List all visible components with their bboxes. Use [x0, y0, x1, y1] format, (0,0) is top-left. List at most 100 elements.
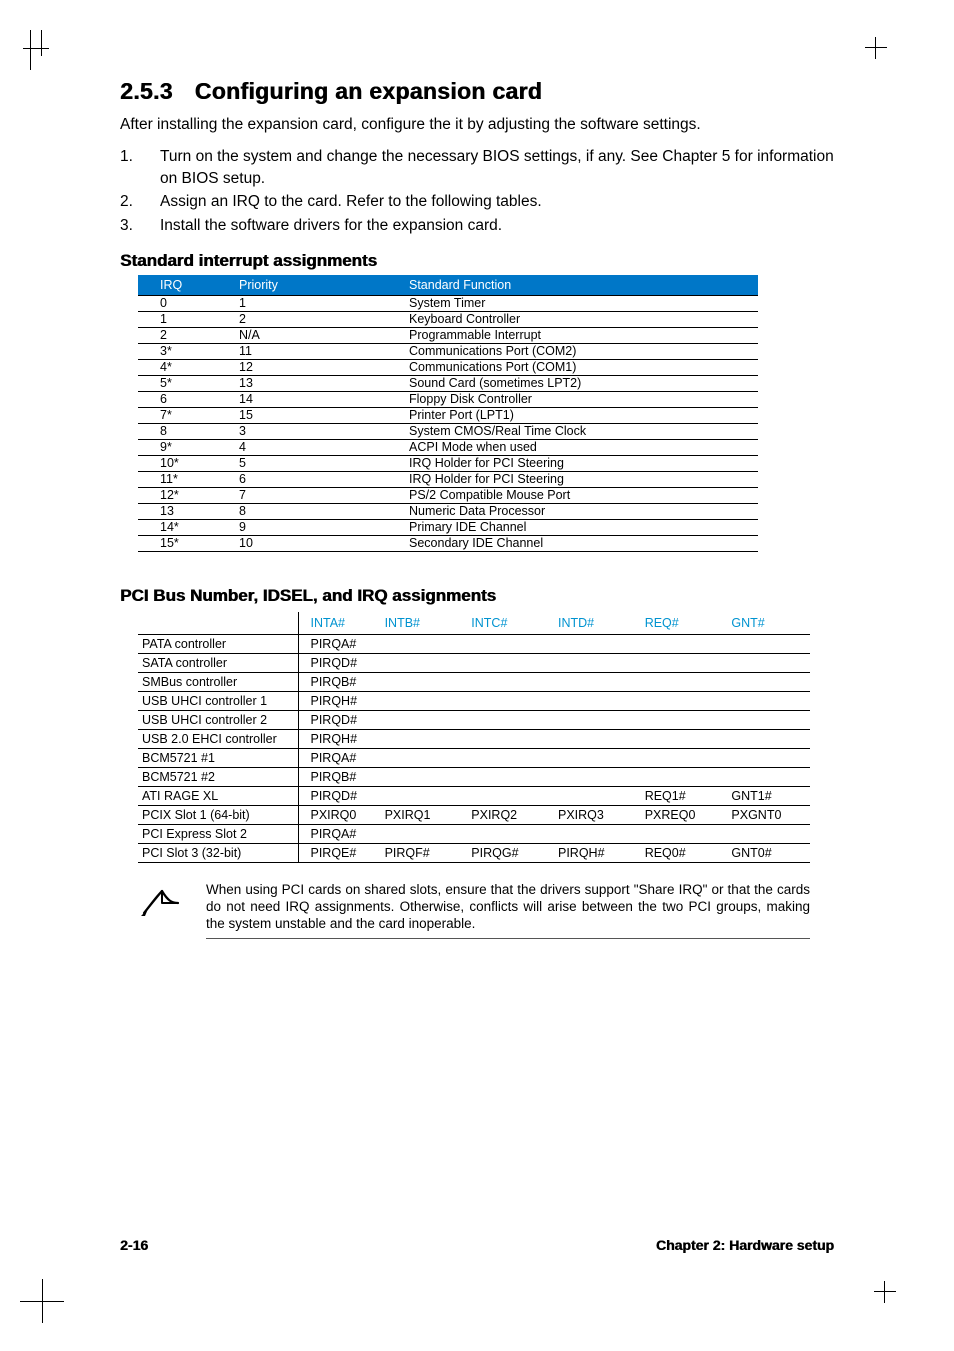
- irq-header-cell: IRQ: [138, 275, 233, 296]
- table-row: 4*12Communications Port (COM1): [138, 359, 758, 375]
- pci-header-cell: INTB#: [381, 612, 468, 635]
- pci-cell: PIRQD#: [298, 786, 381, 805]
- irq-cell: 4*: [138, 359, 233, 375]
- pci-cell: [641, 767, 728, 786]
- irq-table: IRQPriorityStandard Function 01System Ti…: [138, 275, 758, 552]
- pci-cell: [641, 824, 728, 843]
- irq-cell: 0: [138, 295, 233, 311]
- pci-cell: [381, 786, 468, 805]
- pci-cell: [467, 672, 554, 691]
- pci-cell: PIRQA#: [298, 634, 381, 653]
- irq-cell: 10: [233, 535, 403, 551]
- pci-cell: PXIRQ1: [381, 805, 468, 824]
- pci-cell: [467, 767, 554, 786]
- table-row: BCM5721 #2PIRQB#: [138, 767, 810, 786]
- irq-cell: 14: [233, 391, 403, 407]
- pci-cell: [467, 710, 554, 729]
- pci-cell: [554, 748, 641, 767]
- pci-cell: PIRQH#: [298, 729, 381, 748]
- pci-cell: [381, 767, 468, 786]
- irq-cell: 11*: [138, 471, 233, 487]
- irq-cell: PS/2 Compatible Mouse Port: [403, 487, 758, 503]
- step-text: Install the software drivers for the exp…: [160, 215, 834, 237]
- irq-cell: Floppy Disk Controller: [403, 391, 758, 407]
- pci-cell: [641, 672, 728, 691]
- irq-cell: Printer Port (LPT1): [403, 407, 758, 423]
- pci-header-cell: [138, 612, 298, 635]
- pci-cell: [467, 786, 554, 805]
- irq-cell: 1: [138, 311, 233, 327]
- pci-cell: PIRQF#: [381, 843, 468, 862]
- irq-cell: 11: [233, 343, 403, 359]
- pci-cell: GNT1#: [727, 786, 810, 805]
- pci-cell: [554, 786, 641, 805]
- intro-paragraph: After installing the expansion card, con…: [120, 115, 834, 136]
- step-number: 2.: [120, 191, 160, 213]
- pci-cell: PXIRQ0: [298, 805, 381, 824]
- table-row: USB 2.0 EHCI controllerPIRQH#: [138, 729, 810, 748]
- irq-cell: IRQ Holder for PCI Steering: [403, 471, 758, 487]
- pci-cell: [641, 710, 728, 729]
- step-item: 1.Turn on the system and change the nece…: [120, 146, 834, 189]
- pci-header-cell: INTD#: [554, 612, 641, 635]
- pci-cell: PXIRQ2: [467, 805, 554, 824]
- pci-cell: PXGNT0: [727, 805, 810, 824]
- irq-cell: 14*: [138, 519, 233, 535]
- pci-cell: PCI Express Slot 2: [138, 824, 298, 843]
- pci-cell: [727, 729, 810, 748]
- irq-cell: 1: [233, 295, 403, 311]
- pci-cell: ATI RAGE XL: [138, 786, 298, 805]
- pci-cell: [554, 672, 641, 691]
- irq-cell: 13: [233, 375, 403, 391]
- pci-cell: [554, 634, 641, 653]
- table-row: 14*9Primary IDE Channel: [138, 519, 758, 535]
- table-row: ATI RAGE XLPIRQD# REQ1#GNT1#: [138, 786, 810, 805]
- pci-cell: PIRQH#: [298, 691, 381, 710]
- pci-cell: PIRQE#: [298, 843, 381, 862]
- pci-cell: [381, 691, 468, 710]
- table-row: 12*7PS/2 Compatible Mouse Port: [138, 487, 758, 503]
- irq-cell: Numeric Data Processor: [403, 503, 758, 519]
- pci-cell: [467, 748, 554, 767]
- section-heading: 2.5.3Configuring an expansion card: [120, 78, 834, 105]
- table-row: 5*13Sound Card (sometimes LPT2): [138, 375, 758, 391]
- pci-cell: [554, 653, 641, 672]
- pci-cell: [727, 824, 810, 843]
- irq-cell: 4: [233, 439, 403, 455]
- irq-cell: Sound Card (sometimes LPT2): [403, 375, 758, 391]
- pci-cell: [554, 824, 641, 843]
- table-row: 138Numeric Data Processor: [138, 503, 758, 519]
- irq-header-cell: Priority: [233, 275, 403, 296]
- section-number: 2.5.3: [120, 78, 173, 105]
- irq-cell: 7*: [138, 407, 233, 423]
- table-row: 614Floppy Disk Controller: [138, 391, 758, 407]
- irq-cell: 9*: [138, 439, 233, 455]
- irq-cell: 12*: [138, 487, 233, 503]
- irq-cell: System Timer: [403, 295, 758, 311]
- irq-cell: 8: [138, 423, 233, 439]
- footer-chapter: Chapter 2: Hardware setup: [656, 1237, 834, 1253]
- pci-cell: [641, 653, 728, 672]
- pci-cell: [727, 634, 810, 653]
- pci-cell: [381, 672, 468, 691]
- table-row: BCM5721 #1PIRQA#: [138, 748, 810, 767]
- irq-cell: 9: [233, 519, 403, 535]
- pci-cell: PXREQ0: [641, 805, 728, 824]
- irq-cell: Keyboard Controller: [403, 311, 758, 327]
- pci-cell: PIRQG#: [467, 843, 554, 862]
- pci-cell: [641, 748, 728, 767]
- irq-cell: 2: [138, 327, 233, 343]
- pci-cell: PIRQH#: [554, 843, 641, 862]
- pci-header-cell: INTC#: [467, 612, 554, 635]
- table-row: USB UHCI controller 2PIRQD#: [138, 710, 810, 729]
- irq-cell: 3: [233, 423, 403, 439]
- note-block: When using PCI cards on shared slots, en…: [138, 881, 810, 940]
- pci-cell: REQ1#: [641, 786, 728, 805]
- irq-cell: Secondary IDE Channel: [403, 535, 758, 551]
- table-row: PCIX Slot 1 (64-bit)PXIRQ0PXIRQ1PXIRQ2PX…: [138, 805, 810, 824]
- pci-cell: PXIRQ3: [554, 805, 641, 824]
- pci-cell: [467, 824, 554, 843]
- step-number: 1.: [120, 146, 160, 189]
- note-text: When using PCI cards on shared slots, en…: [206, 881, 810, 940]
- step-text: Turn on the system and change the necess…: [160, 146, 834, 189]
